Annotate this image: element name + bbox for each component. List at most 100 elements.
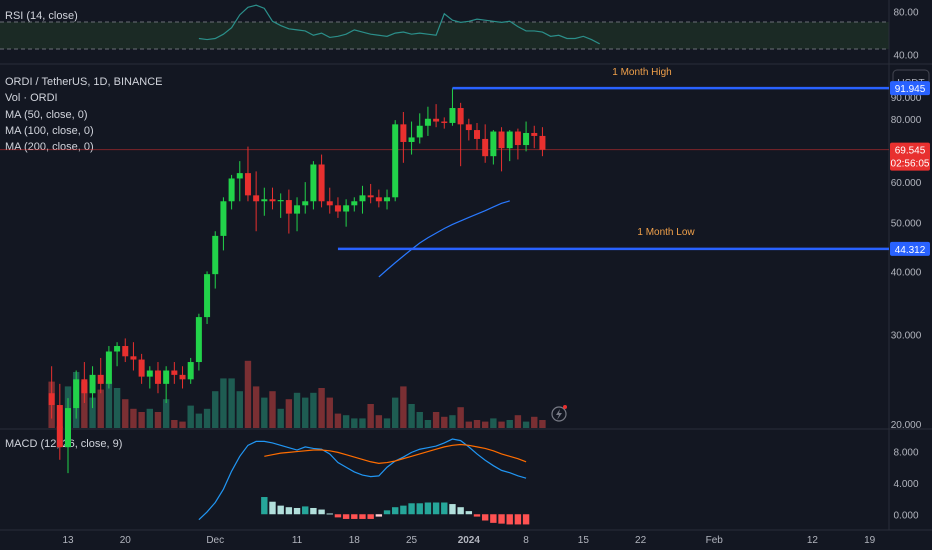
volume-bar: [416, 412, 423, 428]
macd-histogram-bar: [490, 514, 497, 523]
candle-body: [424, 118, 431, 126]
volume-bar: [383, 418, 391, 428]
volume-bar: [318, 388, 325, 428]
candle-body: [326, 201, 333, 206]
candle-body: [334, 205, 341, 212]
candle-body: [531, 132, 538, 136]
time-axis-label: 13: [62, 535, 74, 546]
volume-bar: [531, 416, 538, 428]
price-axis-label: 90.000: [891, 93, 922, 104]
price-axis-label: 40.000: [891, 267, 922, 278]
candle-body: [228, 178, 235, 202]
candle-body: [474, 130, 480, 139]
candle-body: [457, 108, 464, 125]
candle-body: [400, 124, 407, 142]
price-axis-label: 20.000: [891, 420, 922, 431]
candle-body: [408, 137, 415, 142]
candle-body: [285, 200, 292, 214]
month-low-label: 1 Month Low: [637, 227, 695, 238]
candle-body: [269, 199, 276, 202]
ma100-legend[interactable]: MA (100, close, 0): [5, 125, 94, 137]
volume-bar: [424, 420, 432, 428]
price-axis-label: 80.000: [891, 115, 922, 126]
volume-bar: [285, 399, 293, 428]
macd-histogram-bar: [302, 506, 309, 515]
macd-histogram-bar: [481, 514, 489, 521]
volume-bar: [122, 399, 129, 428]
macd-axis-label: 0.000: [893, 510, 918, 521]
time-axis-label: 2024: [458, 535, 481, 546]
macd-histogram-bar: [285, 507, 293, 515]
candle-body: [384, 197, 391, 202]
time-axis-label: 25: [406, 535, 418, 546]
month-high-label: 1 Month High: [612, 67, 671, 78]
candle-body: [433, 118, 440, 122]
candlesticks[interactable]: [48, 88, 546, 474]
volume-bar: [154, 412, 162, 428]
volume-bar: [359, 418, 366, 428]
macd-histogram-bar: [392, 507, 399, 515]
candle-body: [122, 346, 129, 357]
volume-bar: [506, 420, 513, 428]
candle-body: [220, 201, 227, 236]
macd-histogram-bar: [310, 507, 317, 515]
candle-body: [171, 370, 178, 375]
volume-bar: [236, 391, 243, 428]
volume-bar: [375, 415, 383, 428]
volume-bar: [277, 408, 284, 428]
macd-histogram-bar: [359, 514, 366, 519]
volume-bar: [162, 399, 170, 428]
candle-body: [253, 195, 260, 202]
macd-histogram-bar: [383, 510, 391, 515]
volume-legend[interactable]: Vol · ORDI: [5, 92, 58, 104]
macd-histogram-bar: [375, 514, 383, 517]
time-axis-label: Feb: [706, 535, 724, 546]
candle-body: [302, 201, 309, 206]
rsi-axis-label: 80.00: [893, 8, 918, 19]
symbol-legend[interactable]: ORDI / TetherUS, 1D, BINANCE: [5, 76, 163, 88]
volume-bar: [302, 397, 309, 428]
macd-histogram-bar: [441, 502, 448, 515]
volume-bar: [490, 418, 497, 428]
ma200-legend[interactable]: MA (200, close, 0): [5, 141, 94, 153]
macd-histogram-bar: [293, 507, 301, 515]
candle-body: [514, 131, 521, 146]
candle-body: [73, 379, 80, 409]
volume-bar: [203, 408, 211, 428]
candle-body: [154, 370, 161, 384]
candle-body: [105, 351, 112, 384]
candle-body: [441, 121, 448, 123]
volume-bar: [351, 418, 358, 428]
month-high-tag: [890, 81, 930, 96]
ma50-legend[interactable]: MA (50, close, 0): [5, 109, 88, 121]
time-axis-label: 22: [635, 535, 647, 546]
candle-body: [81, 379, 88, 394]
macd-histogram-bar: [269, 501, 276, 515]
candle-body: [482, 138, 489, 157]
volume-bar: [130, 408, 137, 428]
candle-body: [490, 131, 497, 157]
volume-bar: [97, 389, 104, 428]
flash-icon[interactable]: [551, 405, 567, 422]
macd-histogram-bar: [432, 502, 440, 515]
candle-body: [236, 173, 243, 179]
candle-body: [465, 124, 472, 131]
macd-legend[interactable]: MACD (12, 26, close, 9): [5, 438, 122, 450]
candle-body: [318, 164, 325, 202]
candle-body: [506, 131, 513, 149]
volume-bar: [326, 397, 333, 428]
month-low-tag: [890, 241, 930, 256]
level-annotations[interactable]: [337, 86, 889, 251]
candle-body: [138, 359, 145, 377]
volume-bar: [105, 381, 113, 428]
candle-body: [89, 374, 96, 394]
time-axis-label: 20: [120, 535, 132, 546]
month-low-tag-value: 44.312: [895, 245, 926, 256]
candle-body: [351, 201, 358, 206]
rsi-legend[interactable]: RSI (14, close): [5, 10, 78, 22]
candle-body: [48, 393, 55, 406]
candle-body: [97, 374, 104, 384]
time-axis[interactable]: 13 20 Dec 11 18 25 2024 8 15 22 Feb 12 19: [62, 535, 875, 546]
moving-average: [378, 200, 510, 278]
